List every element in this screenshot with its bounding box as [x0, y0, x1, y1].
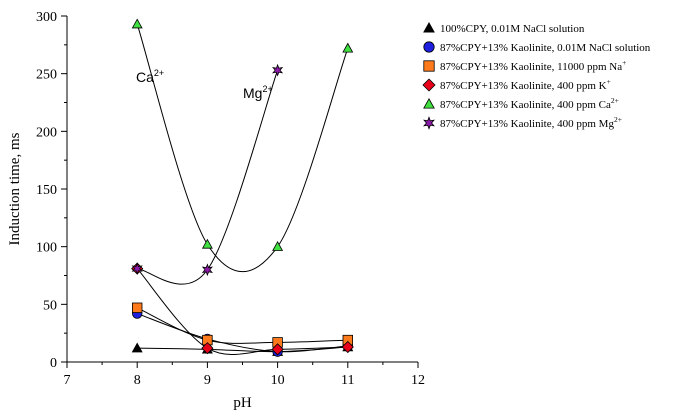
legend: 100%CPY, 0.01M NaCl solution 87%CPY+13% K…	[422, 21, 651, 130]
x-tick-label: 9	[204, 373, 211, 388]
x-axis-title: pH	[233, 395, 252, 411]
point-marker	[131, 302, 143, 313]
point-marker	[341, 340, 354, 354]
point-marker	[131, 342, 143, 353]
point-marker	[423, 116, 435, 130]
legend-label: 100%CPY, 0.01M NaCl solution	[440, 23, 585, 35]
series-curve	[136, 23, 349, 272]
point-marker	[201, 263, 213, 277]
point-marker	[272, 63, 284, 77]
point-marker	[342, 42, 354, 53]
y-tick-label: 100	[36, 241, 57, 256]
y-axis-title: Induction time, ms	[7, 132, 23, 245]
legend-label: 87%CPY+13% Kaolinite, 400 ppm Mg2+	[440, 115, 622, 130]
data-points	[131, 18, 354, 357]
x-tick-label: 10	[271, 373, 285, 388]
point-marker	[201, 238, 213, 249]
point-marker	[423, 41, 435, 53]
point-marker	[131, 18, 143, 29]
y-tick-label: 200	[36, 125, 57, 140]
point-marker	[423, 97, 435, 109]
point-marker	[423, 60, 435, 72]
axes: 7 8 9 10 11 12 0 50 100 150 200 250 300 pH Induction t…	[7, 10, 425, 411]
x-tick-label: 12	[411, 373, 425, 388]
point-marker	[271, 343, 284, 356]
y-tick-label: 150	[36, 183, 57, 198]
point-marker	[422, 78, 436, 92]
annotations: Ca2+Mg2+	[136, 68, 273, 101]
y-tick-label: 0	[50, 356, 57, 371]
point-marker	[131, 262, 143, 275]
x-tick-label: 7	[64, 373, 71, 388]
y-tick-label: 50	[43, 298, 57, 313]
series-curve	[137, 313, 348, 353]
legend-label: 87%CPY+13% Kaolinite, 0.01M NaCl solutio…	[440, 42, 651, 54]
curve-annotation: Ca2+	[136, 68, 164, 85]
series-curve	[136, 268, 348, 355]
fitted-curves	[136, 23, 349, 355]
x-tick-label: 8	[134, 373, 141, 388]
y-tick-label: 250	[36, 68, 57, 83]
x-tick-label: 11	[341, 373, 354, 388]
legend-label: 87%CPY+13% Kaolinite, 400 ppm Ca2+	[440, 96, 619, 111]
legend-label: 87%CPY+13% Kaolinite, 11000 ppm Na+	[440, 58, 626, 73]
series-curve	[137, 70, 279, 285]
point-marker	[423, 21, 435, 33]
y-tick-label: 300	[36, 10, 57, 25]
point-marker	[201, 342, 214, 355]
series-curve	[136, 307, 348, 344]
legend-label: 87%CPY+13% Kaolinite, 400 ppm K+	[440, 77, 611, 92]
point-marker	[272, 241, 284, 251]
